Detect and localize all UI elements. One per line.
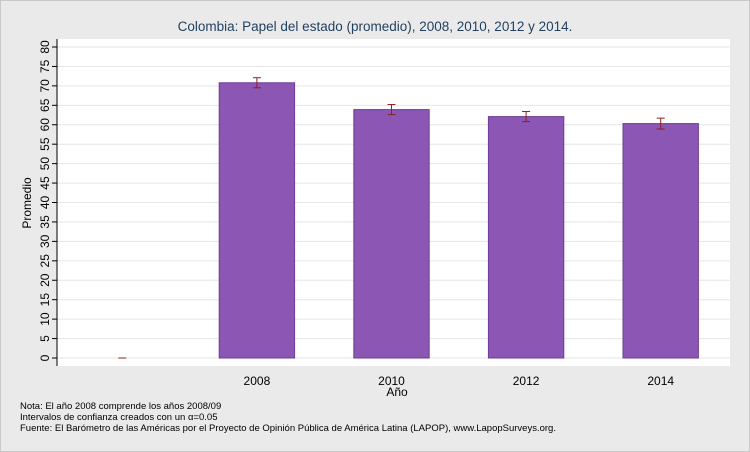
x-tick-label: 2014 — [647, 374, 674, 388]
bar — [622, 123, 699, 359]
note-confidence: Intervalos de confianza creados con un α… — [20, 412, 556, 423]
y-tick-label: 35 — [38, 215, 52, 229]
y-axis: 0 5 10 15 20 25 30 35 40 45 50 55 60 65 70 75 80 — [38, 39, 58, 366]
y-tick-label: 5 — [38, 335, 52, 342]
y-tick-label: 75 — [38, 59, 52, 73]
y-tick-label: 80 — [38, 40, 52, 54]
note-confidence-prefix: Intervalos de confianza creados con un — [20, 412, 188, 423]
y-tick-label: 0 — [38, 354, 52, 361]
y-tick-label: 70 — [38, 79, 52, 93]
y-tick-label: 30 — [38, 234, 52, 248]
x-tick-label: 2010 — [378, 374, 405, 388]
note-alpha-symbol: α — [187, 412, 194, 423]
y-tick-label: 65 — [38, 98, 52, 112]
y-tick-label: 60 — [38, 118, 52, 132]
y-tick-label: 20 — [38, 273, 52, 287]
x-tick-label: 2012 — [513, 374, 540, 388]
chart-title: Colombia: Papel del estado (promedio), 2… — [178, 19, 573, 34]
x-axis-title: Año — [386, 385, 408, 399]
chart-notes: Nota: El año 2008 comprende los años 200… — [20, 401, 556, 434]
y-axis-title: Promedio — [20, 177, 34, 229]
y-tick-label: 25 — [38, 254, 52, 268]
bar — [487, 116, 565, 359]
x-axis-tick-labels: 2008 2010 2012 2014 — [244, 374, 675, 388]
y-tick-label: 40 — [38, 196, 52, 210]
bar — [218, 82, 296, 359]
bar — [353, 109, 430, 359]
bars — [118, 77, 699, 359]
y-tick-label: 10 — [38, 312, 52, 326]
note-confidence-suffix: =0.05 — [193, 412, 218, 423]
note-source: Fuente: El Barómetro de las Américas por… — [20, 423, 556, 434]
note-year: Nota: El año 2008 comprende los años 200… — [20, 401, 222, 412]
y-tick-label: 50 — [38, 157, 52, 171]
y-tick-label: 55 — [38, 137, 52, 151]
y-tick-label: 15 — [38, 293, 52, 307]
y-tick-label: 45 — [38, 176, 52, 190]
x-tick-label: 2008 — [244, 374, 271, 388]
